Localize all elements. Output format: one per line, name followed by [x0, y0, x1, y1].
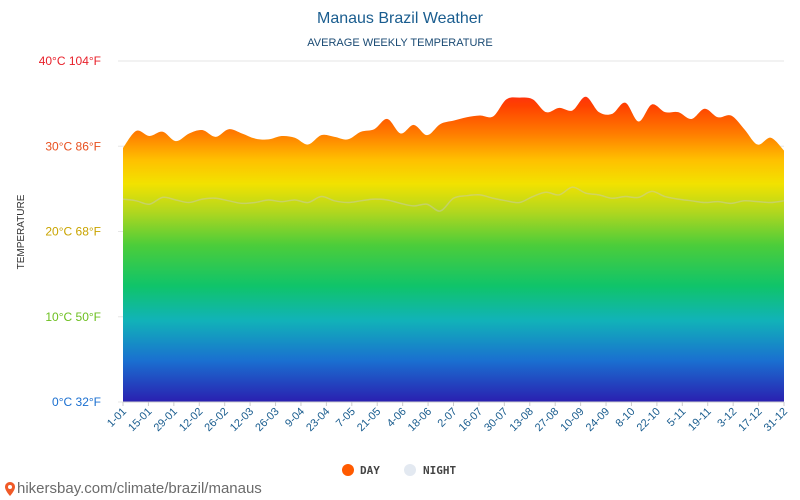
x-tick-label: 23-04	[304, 406, 332, 434]
x-tick-label: 26-03	[253, 406, 281, 434]
x-tick-label: 21-05	[355, 406, 383, 434]
x-tick-label: 29-01	[152, 406, 180, 434]
x-tick-label: 13-08	[508, 406, 536, 434]
y-tick-label: 0°C 32°F	[52, 395, 101, 409]
x-tick-label: 31-12	[762, 406, 790, 434]
chart-subtitle: AVERAGE WEEKLY TEMPERATURE	[307, 37, 492, 49]
legend-item-night[interactable]: NIGHT	[404, 464, 456, 477]
y-tick-label: 30°C 86°F	[45, 139, 101, 153]
credit-text: hikersbay.com/climate/brazil/manaus	[17, 480, 262, 497]
day-temperature-area	[123, 96, 784, 402]
y-tick-label: 10°C 50°F	[45, 310, 101, 324]
x-tick-label: 16-07	[457, 406, 485, 434]
legend-night-label: NIGHT	[423, 464, 456, 477]
x-tick-label: 12-03	[228, 406, 256, 434]
legend: DAY NIGHT	[342, 464, 456, 477]
location-pin-icon	[5, 481, 15, 496]
x-tick-label: 24-09	[584, 406, 612, 434]
x-tick-label: 18-06	[406, 406, 434, 434]
x-tick-label: 15-01	[126, 406, 154, 434]
y-axis-ticks: 40°C 104°F 30°C 86°F 20°C 68°F 10°C 50°F 0°C…	[39, 54, 101, 409]
chart-title: Manaus Brazil Weather	[317, 10, 484, 27]
x-tick-label: 22-10	[635, 406, 663, 434]
site-credit[interactable]: hikersbay.com/climate/brazil/manaus	[5, 480, 262, 497]
x-tick-label: 10-09	[558, 406, 586, 434]
legend-day-label: DAY	[360, 464, 380, 477]
x-tick-label: 30-07	[482, 406, 510, 434]
legend-night-marker	[404, 464, 416, 476]
x-tick-label: 12-02	[177, 406, 205, 434]
y-tick-label: 40°C 104°F	[39, 54, 101, 68]
legend-day-marker	[342, 464, 354, 476]
y-axis-label: TEMPERATURE	[16, 194, 27, 269]
legend-item-day[interactable]: DAY	[342, 464, 380, 477]
x-tick-label: 5-11	[665, 406, 688, 429]
x-tick-label: 27-08	[533, 406, 561, 434]
x-tick-label: 19-11	[686, 406, 714, 434]
night-temperature-line	[122, 186, 785, 212]
y-tick-label: 20°C 68°F	[45, 225, 101, 239]
x-tick-label: 17-12	[736, 406, 764, 434]
x-tick-label: 26-02	[202, 406, 230, 434]
